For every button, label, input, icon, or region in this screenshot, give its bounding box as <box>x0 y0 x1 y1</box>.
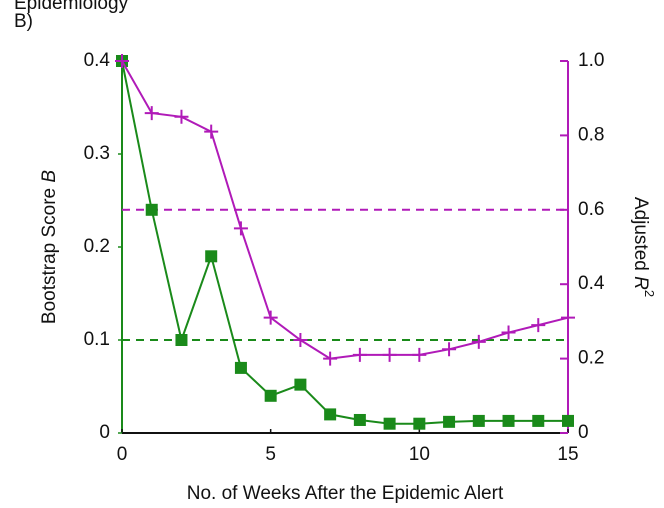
marker <box>471 334 486 349</box>
marker <box>353 413 366 426</box>
marker <box>174 109 189 124</box>
marker <box>502 414 515 427</box>
y2-tick-label: 0 <box>578 422 589 443</box>
marker <box>562 414 574 427</box>
marker <box>323 351 338 366</box>
y2-tick-label: 0.2 <box>578 348 604 369</box>
y2-axis-label: Adjusted R2 <box>630 197 657 297</box>
y2-tick-label: 1.0 <box>578 50 604 71</box>
marker <box>293 333 308 347</box>
marker <box>352 347 367 362</box>
marker <box>472 414 485 427</box>
marker <box>561 310 575 325</box>
marker <box>383 417 396 430</box>
y2-axis-label-sup: 2 <box>642 290 657 297</box>
y2-axis-label-var: R <box>630 276 651 290</box>
marker <box>412 347 427 362</box>
x-axis-label: No. of Weeks After the Epidemic Alert <box>187 483 504 504</box>
marker <box>413 417 426 430</box>
y2-tick-label: 0.6 <box>578 199 604 220</box>
chart-title: Epidemiology <box>14 0 129 14</box>
y-axis-label-text: Bootstrap Score <box>39 183 60 325</box>
x-tick-label: 15 <box>557 444 578 465</box>
x-tick-label: 5 <box>265 444 276 465</box>
marker <box>531 318 546 333</box>
marker <box>234 361 247 374</box>
marker <box>204 124 219 139</box>
y-axis-label: Bootstrap Score B <box>39 170 60 325</box>
y-tick-label: 0.2 <box>84 236 110 257</box>
marker <box>175 334 188 346</box>
marker <box>442 342 457 357</box>
marker <box>205 250 218 263</box>
series-line <box>121 60 568 425</box>
marker <box>145 203 158 216</box>
marker <box>264 389 277 402</box>
marker <box>443 415 456 428</box>
y-tick-label: 0.1 <box>84 329 110 350</box>
marker <box>382 347 397 362</box>
panel-label: B) <box>14 11 33 32</box>
y-tick-label: 0.4 <box>84 50 111 71</box>
y2-axis-label-text: Adjusted <box>630 197 651 276</box>
y2-tick-label: 0.8 <box>578 124 604 145</box>
marker <box>144 106 159 121</box>
y2-tick-label: 0.4 <box>578 273 605 294</box>
y-axis-label-var: B <box>39 170 60 183</box>
marker <box>501 325 516 340</box>
marker <box>324 408 337 421</box>
marker <box>115 54 129 68</box>
marker <box>294 378 307 391</box>
x-tick-label: 10 <box>409 444 430 465</box>
y-tick-label: 0 <box>99 422 110 443</box>
marker <box>532 414 545 427</box>
marker <box>263 310 278 325</box>
y-tick-label: 0.3 <box>84 143 110 164</box>
marker <box>233 221 248 236</box>
x-tick-label: 0 <box>117 444 128 465</box>
series-line <box>121 60 569 360</box>
